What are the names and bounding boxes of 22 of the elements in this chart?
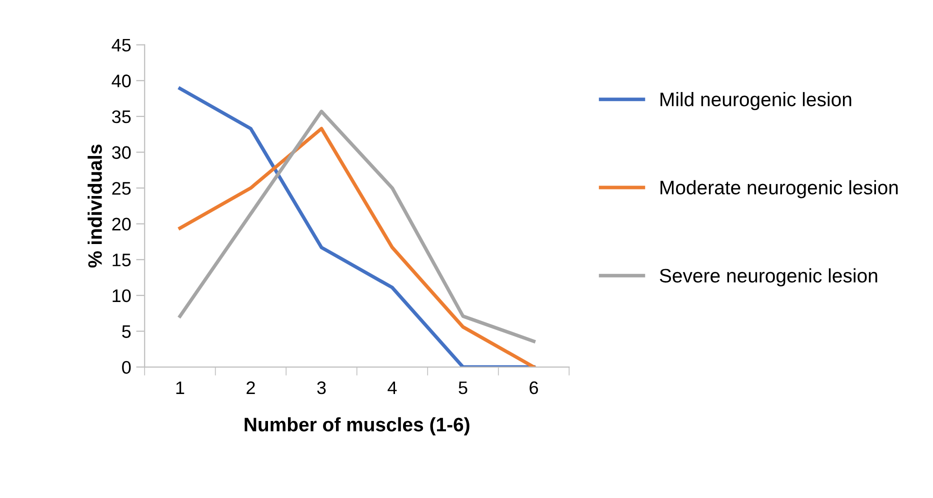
line-series: [178, 110, 536, 343]
x-tick-label: 1: [176, 382, 184, 394]
x-tick-label: 6: [530, 381, 538, 394]
y-tick-label: 15: [112, 254, 131, 266]
y-tick-label: 0: [122, 360, 131, 374]
legend-label: Moderate neurogenic lesion: [660, 180, 898, 198]
y-tick-label: 40: [112, 74, 131, 88]
y-tick-label: 25: [112, 182, 131, 195]
x-tick-label: 2: [246, 381, 255, 394]
y-axis-title: % individuals: [88, 144, 102, 268]
y-tick-label: 20: [112, 218, 131, 231]
x-tick-label: 4: [388, 382, 397, 394]
x-tick-label: 3: [317, 381, 326, 394]
y-tick-label: 30: [112, 146, 131, 159]
legend-label: Severe neurogenic lesion: [660, 268, 878, 286]
y-tick-label: 45: [112, 38, 131, 52]
x-axis-title: Number of muscles (1-6): [244, 417, 470, 436]
x-tick-label: 5: [458, 382, 468, 394]
y-tick-label: 35: [112, 110, 131, 124]
y-tick-label: 10: [112, 289, 131, 302]
legend-label: Mild neurogenic lesion: [660, 92, 852, 110]
y-tick-label: 5: [122, 325, 131, 338]
